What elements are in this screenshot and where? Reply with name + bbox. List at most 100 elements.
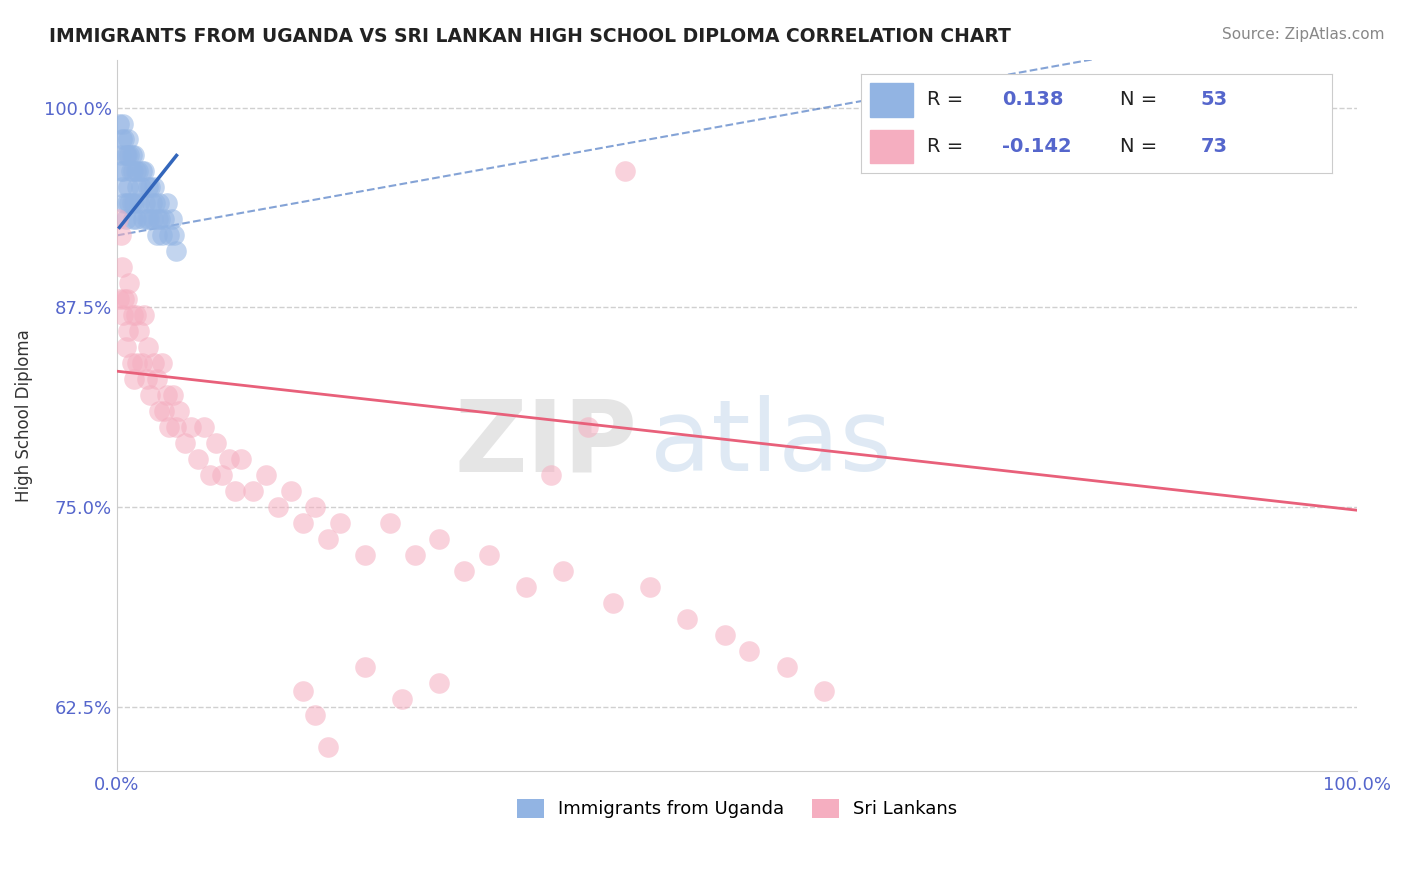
Point xyxy=(145,196,167,211)
Point xyxy=(157,228,180,243)
Text: Source: ZipAtlas.com: Source: ZipAtlas.com xyxy=(1222,27,1385,42)
Point xyxy=(218,452,240,467)
Point xyxy=(157,420,180,434)
Point xyxy=(132,212,155,227)
Point xyxy=(354,660,377,674)
Point xyxy=(124,372,146,386)
Point xyxy=(150,228,173,243)
Point xyxy=(540,468,562,483)
Point xyxy=(128,196,150,211)
Point xyxy=(134,308,156,322)
Point xyxy=(150,356,173,370)
Point xyxy=(174,436,197,450)
Point xyxy=(134,164,156,178)
Point xyxy=(139,388,162,402)
Point xyxy=(124,164,146,178)
Point xyxy=(329,516,352,530)
Point xyxy=(145,372,167,386)
Point xyxy=(478,548,501,562)
Point xyxy=(121,356,143,370)
Point xyxy=(117,180,139,194)
Point xyxy=(515,580,537,594)
Point xyxy=(118,277,141,291)
Point xyxy=(112,308,135,322)
Point xyxy=(738,644,761,658)
Point xyxy=(142,212,165,227)
Point xyxy=(429,532,451,546)
Point xyxy=(775,660,797,674)
Point xyxy=(114,340,136,354)
Point xyxy=(120,164,142,178)
Point xyxy=(211,468,233,483)
Point xyxy=(187,452,209,467)
Point xyxy=(117,132,139,146)
Point xyxy=(453,564,475,578)
Point xyxy=(110,228,132,243)
Point xyxy=(205,436,228,450)
Point xyxy=(143,356,166,370)
Point xyxy=(553,564,575,578)
Point xyxy=(121,196,143,211)
Point xyxy=(316,532,339,546)
Point xyxy=(180,420,202,434)
Point xyxy=(267,500,290,514)
Point xyxy=(166,420,188,434)
Point xyxy=(149,212,172,227)
Point xyxy=(304,707,326,722)
Point xyxy=(125,180,148,194)
Point xyxy=(114,212,136,227)
Point xyxy=(122,212,145,227)
Point xyxy=(128,324,150,338)
Point xyxy=(134,196,156,211)
Point xyxy=(111,260,134,275)
Point xyxy=(155,196,177,211)
Point xyxy=(242,484,264,499)
Point xyxy=(127,164,149,178)
Point xyxy=(224,484,246,499)
Point xyxy=(166,244,188,259)
Point xyxy=(118,148,141,162)
Y-axis label: High School Diploma: High School Diploma xyxy=(15,329,32,501)
Point xyxy=(146,212,169,227)
Point xyxy=(713,628,735,642)
Text: atlas: atlas xyxy=(650,395,891,492)
Point xyxy=(614,164,637,178)
Point xyxy=(110,148,132,162)
Point xyxy=(118,196,141,211)
Point xyxy=(280,484,302,499)
Point xyxy=(576,420,599,434)
Point xyxy=(111,132,134,146)
Point xyxy=(135,212,157,227)
Point xyxy=(198,468,221,483)
Point xyxy=(107,212,129,227)
Point xyxy=(115,196,138,211)
Point xyxy=(391,691,413,706)
Point xyxy=(125,356,148,370)
Point xyxy=(112,132,135,146)
Point xyxy=(155,388,177,402)
Point xyxy=(112,116,135,130)
Point xyxy=(117,324,139,338)
Point xyxy=(135,372,157,386)
Point xyxy=(163,228,186,243)
Point xyxy=(676,612,699,626)
Text: ZIP: ZIP xyxy=(456,395,638,492)
Point xyxy=(153,404,176,418)
Point xyxy=(124,148,146,162)
Text: IMMIGRANTS FROM UGANDA VS SRI LANKAN HIGH SCHOOL DIPLOMA CORRELATION CHART: IMMIGRANTS FROM UGANDA VS SRI LANKAN HIG… xyxy=(49,27,1011,45)
Point xyxy=(316,739,339,754)
Point xyxy=(131,356,153,370)
Point xyxy=(141,196,163,211)
Point xyxy=(229,452,252,467)
Point xyxy=(148,404,170,418)
Point xyxy=(122,164,145,178)
Point xyxy=(138,212,160,227)
Point xyxy=(136,340,159,354)
Point xyxy=(112,196,135,211)
Point xyxy=(115,293,138,307)
Point xyxy=(254,468,277,483)
Point xyxy=(813,683,835,698)
Point xyxy=(124,308,146,322)
Point xyxy=(145,228,167,243)
Point xyxy=(291,516,314,530)
